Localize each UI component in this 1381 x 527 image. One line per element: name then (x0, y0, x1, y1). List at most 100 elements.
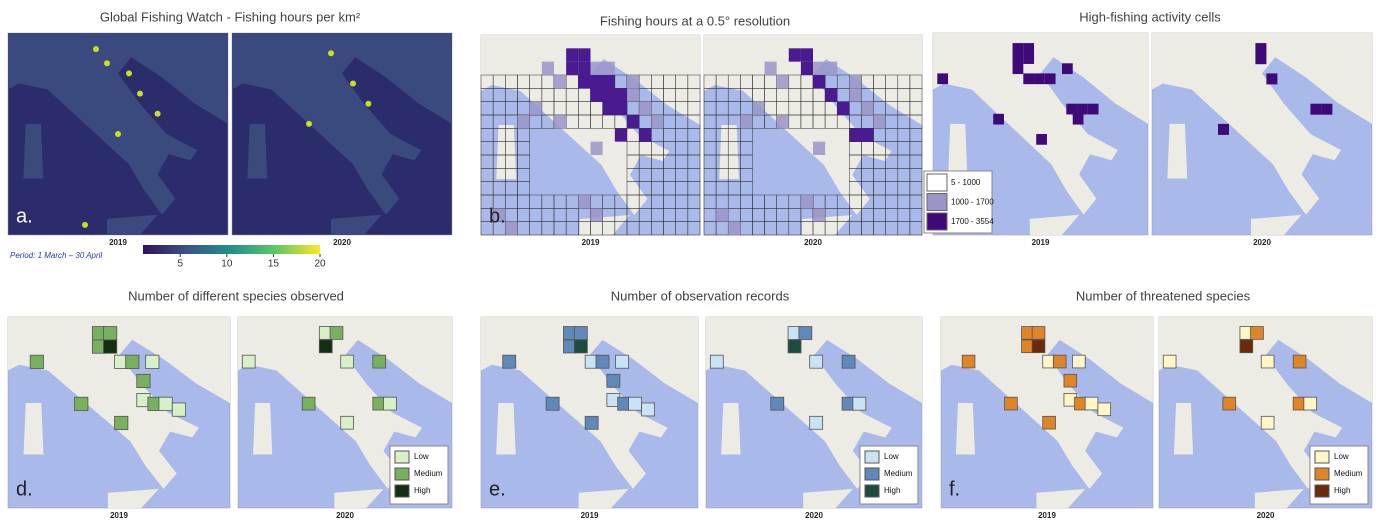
map-cell (740, 115, 752, 128)
hotspot (365, 101, 371, 107)
map-cell (853, 397, 866, 410)
map-cell (1261, 416, 1274, 429)
map-cell (710, 355, 723, 368)
panel-title: High-fishing activity cells (1079, 9, 1221, 24)
year-label: 2019 (581, 511, 599, 520)
map-cell (1240, 340, 1253, 353)
map-cell (591, 88, 603, 101)
legend-swatch (1315, 468, 1329, 480)
land (496, 125, 516, 179)
hotspot (350, 81, 356, 87)
period-note: Period: 1 March – 30 April (10, 251, 102, 260)
map-cell (1062, 63, 1073, 74)
map-cell (591, 75, 603, 88)
map-cell (341, 416, 354, 429)
hotspot (93, 46, 99, 52)
map-cell (578, 195, 590, 208)
map-cell (373, 355, 386, 368)
map-cell (937, 73, 948, 84)
map-cell (384, 397, 397, 410)
legend-swatch (927, 174, 947, 191)
legend-swatch (395, 485, 409, 497)
map-cell (837, 102, 849, 115)
legend-swatch (395, 468, 409, 480)
map-cell (1005, 397, 1018, 410)
map-cell (1261, 355, 1274, 368)
panel-title: Global Fishing Watch - Fishing hours per… (100, 9, 361, 24)
map-cell (771, 397, 784, 410)
legend-swatch (927, 213, 947, 230)
map-cell (1023, 73, 1034, 84)
map-cell (1013, 53, 1024, 64)
map-cell (1072, 355, 1085, 368)
map-cell (1088, 104, 1099, 115)
land (948, 124, 967, 179)
colorbar (143, 245, 320, 254)
map-cell (603, 88, 615, 101)
year-label: 2019 (1032, 238, 1050, 247)
legend-swatch (395, 451, 409, 463)
map-cell (574, 327, 587, 340)
map-cell (578, 75, 590, 88)
map-cell (752, 102, 764, 115)
hotspot (104, 60, 110, 66)
year-label: 2019 (582, 238, 600, 247)
map-cell (554, 75, 566, 88)
map-cell (1045, 73, 1056, 84)
map-cell (1304, 397, 1317, 410)
map-cell (1098, 403, 1111, 416)
map-cell (962, 355, 975, 368)
hotspot (155, 111, 161, 117)
year-label: 2020 (805, 511, 823, 520)
map-cell (801, 62, 813, 75)
map-cell (616, 355, 629, 368)
map-cell (542, 62, 554, 75)
panel-title: Fishing hours at a 0.5° resolution (600, 13, 790, 28)
map-cell (1255, 53, 1266, 64)
land (496, 403, 516, 455)
map-cell (578, 62, 590, 75)
map-cell (813, 208, 825, 221)
legend-swatch (865, 451, 879, 463)
map-cell (801, 195, 813, 208)
map-cell (302, 397, 315, 410)
hotspot (126, 70, 132, 76)
year-label: 2020 (1257, 511, 1275, 520)
land (247, 124, 267, 179)
map-cell (789, 48, 801, 61)
map-cell (103, 327, 116, 340)
map-cell (103, 340, 116, 353)
legend-label: High (414, 486, 430, 495)
map-cell (330, 327, 343, 340)
map-cell (566, 62, 578, 75)
map-cell (1013, 43, 1024, 54)
legend-swatch (927, 194, 947, 211)
colorbar-tick-label: 5 (177, 259, 183, 270)
map-cell (603, 62, 615, 75)
legend-swatch (1315, 451, 1329, 463)
map-cell (591, 62, 603, 75)
legend-label: Low (414, 452, 429, 461)
map-cell (849, 128, 861, 141)
map-cell (849, 88, 861, 101)
colorbar-tick-label: 20 (314, 259, 326, 270)
map-cell (75, 397, 88, 410)
map-cell (813, 142, 825, 155)
legend-label: 1000 - 1700 (951, 198, 994, 207)
legend-label: Medium (884, 469, 913, 478)
hotspot (306, 121, 312, 127)
map-cell (810, 416, 823, 429)
land (956, 403, 975, 455)
legend-label: High (884, 486, 900, 495)
year-label: 2020 (333, 238, 351, 247)
map-cell (813, 62, 825, 75)
map-cell (505, 222, 517, 235)
map-cell (629, 397, 642, 410)
map-cell (115, 416, 128, 429)
map-cell (554, 115, 566, 128)
legend-swatch (865, 468, 879, 480)
land (24, 403, 44, 455)
map-cell (799, 327, 812, 340)
map-cell (242, 355, 255, 368)
panel-letter: d. (16, 478, 33, 500)
